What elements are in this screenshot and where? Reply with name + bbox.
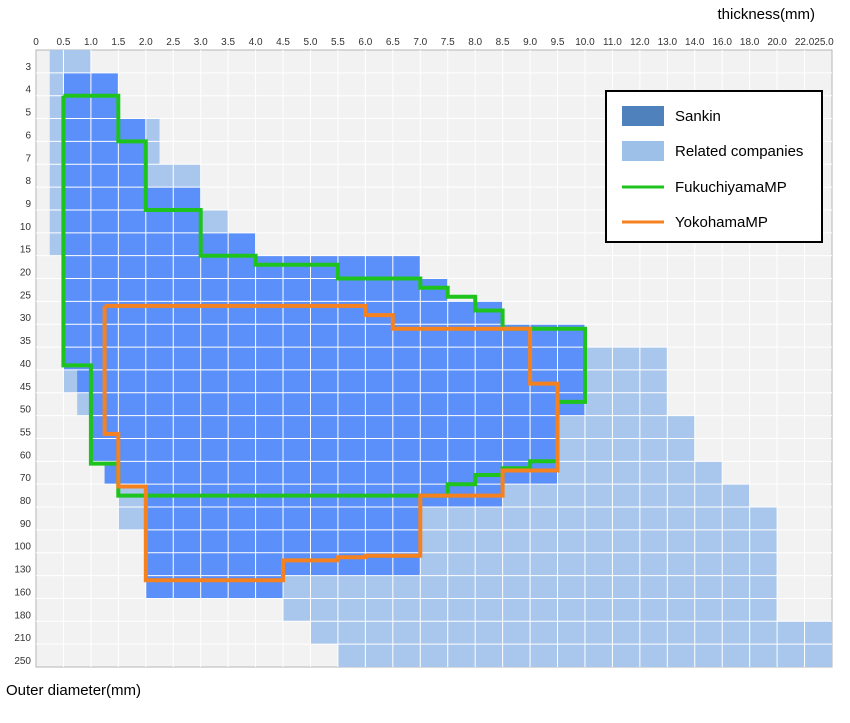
x-tick-label: 6.0 <box>358 37 372 48</box>
x-tick-label: 2.5 <box>166 37 180 48</box>
y-tick-label: 8 <box>25 176 31 187</box>
y-tick-label: 35 <box>20 336 32 347</box>
x-tick-label: 1.5 <box>111 37 125 48</box>
x-tick-label: 10.0 <box>575 37 595 48</box>
x-tick-label: 6.5 <box>386 37 400 48</box>
y-tick-label: 45 <box>20 382 32 393</box>
sankin-area <box>63 72 585 599</box>
y-tick-label: 50 <box>20 405 32 416</box>
x-tick-label: 0.5 <box>56 37 70 48</box>
y-tick-label: 70 <box>20 473 32 484</box>
y-tick-label: 130 <box>14 565 31 576</box>
x-tick-label: 4.5 <box>276 37 290 48</box>
legend-swatch-sankin <box>622 106 664 126</box>
legend-swatch-related <box>622 141 664 161</box>
sankin-cell <box>63 232 256 256</box>
sankin-cell <box>104 461 558 485</box>
sankin-cell <box>77 369 585 393</box>
y-tick-label: 5 <box>25 108 31 119</box>
legend-label-fukuchiyama: FukuchiyamaMP <box>675 179 787 196</box>
y-tick-label: 20 <box>20 268 32 279</box>
related-companies-cell <box>310 621 832 645</box>
x-tick-label: 13.0 <box>658 37 678 48</box>
y-tick-label: 60 <box>20 450 32 461</box>
sankin-cell <box>90 415 558 439</box>
legend-label-related: Related companies <box>675 143 803 160</box>
y-tick-label: 80 <box>20 496 32 507</box>
sankin-cell <box>63 255 421 279</box>
y-tick-label: 25 <box>20 290 32 301</box>
sankin-cell <box>63 141 146 165</box>
y-tick-label: 15 <box>20 245 32 256</box>
x-tick-label: 22.0 <box>795 37 815 48</box>
x-tick-label: 3.5 <box>221 37 235 48</box>
x-tick-label: 1.0 <box>84 37 98 48</box>
legend: Sankin Related companies FukuchiyamaMP Y… <box>605 90 823 243</box>
x-tick-label: 8.0 <box>468 37 482 48</box>
x-tick-labels: 0 0.5 1.0 1.5 2.0 2.5 3.0 3.5 4.0 4.5 5.0 5.5 6.0 6.5… <box>33 37 834 48</box>
x-tick-label: 12.0 <box>630 37 650 48</box>
x-tick-label: 4.0 <box>249 37 263 48</box>
x-tick-label: 9.0 <box>523 37 537 48</box>
yokohamamp-boundary-line <box>102 303 560 583</box>
plant-boundaries <box>61 93 587 583</box>
x-tick-label: 14.0 <box>685 37 705 48</box>
sankin-cell <box>63 118 146 142</box>
y-tick-label: 7 <box>25 153 31 164</box>
sankin-cell <box>63 347 585 370</box>
y-axis-title: Outer diameter(mm) <box>6 682 141 699</box>
y-tick-label: 9 <box>25 199 31 210</box>
sankin-cell <box>63 209 201 233</box>
x-tick-label: 5.0 <box>304 37 318 48</box>
legend-label-yokohama: YokohamaMP <box>675 214 768 231</box>
x-tick-label: 3.0 <box>194 37 208 48</box>
sankin-cell <box>63 187 201 210</box>
y-tick-label: 160 <box>14 587 31 598</box>
y-tick-label: 100 <box>14 542 31 553</box>
y-tick-label: 250 <box>14 656 31 667</box>
y-tick-labels: 3456789101520253035404550556070809010013… <box>14 62 31 667</box>
y-tick-label: 40 <box>20 359 32 370</box>
x-tick-label: 8.5 <box>496 37 510 48</box>
x-tick-label: 25.0 <box>814 37 834 48</box>
legend-label-sankin: Sankin <box>675 108 721 125</box>
y-tick-label: 210 <box>14 633 31 644</box>
x-tick-label: 2.0 <box>139 37 153 48</box>
y-tick-label: 4 <box>25 85 31 96</box>
x-tick-label: 0 <box>33 37 39 48</box>
x-tick-label: 11.0 <box>603 37 622 48</box>
y-tick-label: 30 <box>20 313 32 324</box>
y-tick-label: 55 <box>20 427 32 438</box>
related-companies-cell <box>49 50 91 73</box>
x-tick-label: 20.0 <box>767 37 787 48</box>
sankin-cell <box>90 438 558 462</box>
x-tick-label: 7.0 <box>413 37 427 48</box>
y-tick-label: 90 <box>20 519 32 530</box>
y-tick-label: 3 <box>25 62 31 73</box>
sankin-cell <box>63 164 146 188</box>
y-tick-label: 6 <box>25 130 31 141</box>
x-tick-label: 16.0 <box>712 37 732 48</box>
y-tick-label: 10 <box>20 222 32 233</box>
x-tick-label: 18.0 <box>740 37 760 48</box>
x-tick-label: 9.5 <box>551 37 565 48</box>
x-tick-label: 7.5 <box>441 37 455 48</box>
y-tick-label: 180 <box>14 610 31 621</box>
x-tick-label: 5.5 <box>331 37 345 48</box>
x-axis-title: thickness(mm) <box>717 6 815 23</box>
